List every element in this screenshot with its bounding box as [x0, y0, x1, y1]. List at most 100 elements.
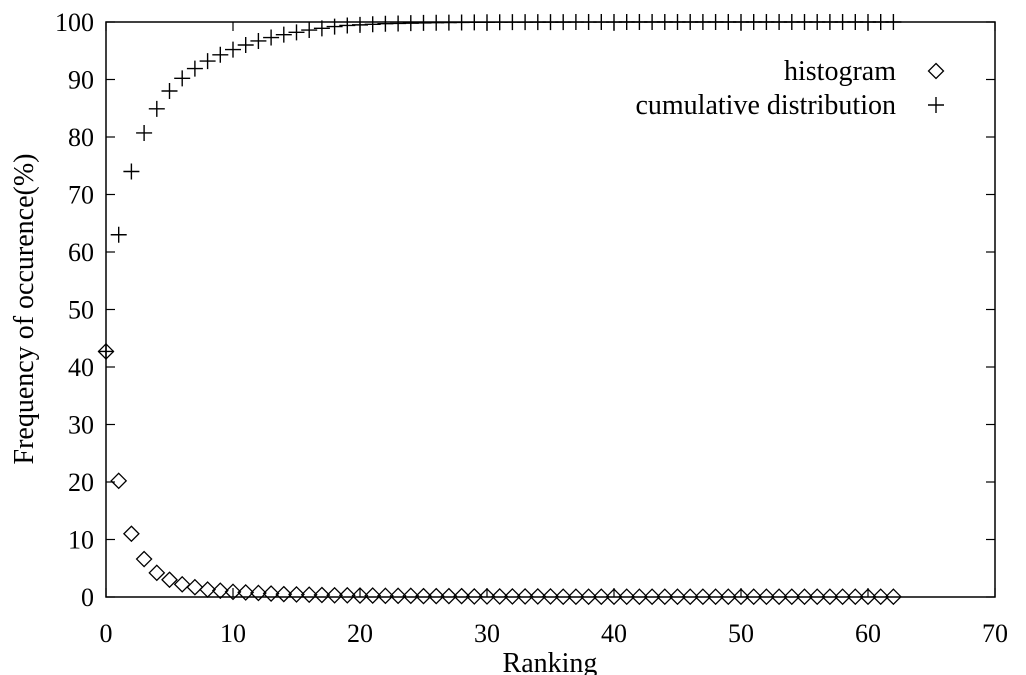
cumulative-point — [186, 60, 203, 77]
histogram-point — [326, 586, 344, 604]
legend-entry: histogram — [784, 56, 945, 87]
y-tick-label: 100 — [55, 8, 94, 37]
cumulative-point — [275, 26, 292, 43]
histogram-point — [529, 588, 547, 605]
histogram-point — [732, 588, 750, 606]
histogram-point — [656, 588, 674, 606]
histogram-point — [262, 585, 280, 602]
series-diamond — [97, 343, 902, 606]
cumulative-point — [313, 20, 330, 37]
histogram-point — [440, 587, 458, 605]
legend-marker — [927, 62, 945, 80]
histogram-point — [605, 588, 623, 606]
y-axis-label: Frequency of occurence(%) — [9, 154, 40, 465]
cumulative-point — [98, 343, 114, 360]
y-tick-label: 10 — [68, 526, 94, 555]
histogram-point — [796, 588, 813, 606]
histogram-point — [542, 588, 559, 605]
y-tick-label: 60 — [68, 238, 94, 267]
cumulative-point — [263, 29, 280, 46]
histogram-point — [122, 525, 140, 543]
x-tick-label: 40 — [601, 619, 627, 648]
legend-label: cumulative distribution — [635, 90, 896, 121]
histogram-point — [427, 587, 445, 605]
histogram-point — [707, 588, 725, 606]
tick-labels: 0 10 20 30 40 50 60 70 0 10 20 30 40 50 60 70 80 90 100 — [55, 8, 1008, 648]
histogram-point — [415, 587, 432, 605]
histogram-point — [402, 587, 420, 605]
y-tick-label: 80 — [68, 123, 94, 152]
legend-entry: cumulative distribution — [635, 90, 944, 121]
histogram-point — [491, 588, 509, 605]
y-tick-label: 30 — [68, 411, 94, 440]
cumulative-point — [326, 18, 343, 35]
cumulative-point — [161, 83, 178, 99]
histogram-point — [478, 588, 496, 605]
histogram-point — [681, 588, 699, 606]
legend-label: histogram — [784, 56, 896, 87]
histogram-point — [834, 588, 852, 606]
histogram-point — [770, 588, 788, 606]
histogram-point — [554, 588, 572, 606]
cumulative-point — [148, 100, 165, 117]
x-tick-label: 0 — [100, 619, 113, 648]
cumulative-point — [301, 22, 318, 39]
histogram-point — [199, 581, 217, 598]
y-tick-label: 20 — [68, 468, 94, 497]
cumulative-point — [110, 226, 127, 243]
cumulative-point — [174, 70, 191, 87]
histogram-point — [580, 588, 598, 606]
histogram-point — [376, 587, 394, 605]
x-tick-label: 60 — [855, 619, 881, 648]
histogram-point — [643, 588, 661, 606]
histogram-point — [135, 550, 153, 568]
y-tick-label: 50 — [68, 296, 94, 325]
histogram-point — [669, 588, 686, 606]
series-plus — [98, 14, 902, 360]
histogram-point — [567, 588, 585, 606]
cumulative-point — [212, 46, 229, 63]
histogram-point — [338, 586, 356, 604]
histogram-point — [275, 585, 293, 603]
cumulative-point — [885, 14, 902, 30]
histogram-point — [516, 588, 534, 605]
cumulative-point — [136, 124, 153, 141]
histogram-point — [783, 588, 801, 606]
x-tick-label: 30 — [474, 619, 500, 648]
y-tick-label: 40 — [68, 353, 94, 382]
histogram-point — [300, 586, 318, 604]
histogram-point — [757, 588, 775, 606]
histogram-point — [237, 583, 255, 601]
cumulative-point — [199, 53, 216, 70]
cumulative-point — [250, 32, 267, 49]
cumulative-point — [237, 37, 254, 53]
histogram-point — [186, 578, 204, 596]
histogram-point — [161, 571, 178, 589]
cumulative-point — [123, 163, 140, 180]
data-marks — [97, 14, 902, 606]
histogram-point — [630, 588, 648, 606]
x-tick-label: 70 — [982, 619, 1008, 648]
x-axis-label: Ranking — [503, 648, 598, 675]
histogram-point — [364, 587, 382, 604]
histogram-point — [872, 588, 890, 606]
histogram-point — [288, 585, 305, 603]
histogram-point — [453, 587, 471, 605]
x-tick-label: 20 — [347, 619, 373, 648]
histogram-point — [148, 564, 166, 582]
histogram-point — [884, 588, 902, 606]
histogram-point — [465, 588, 483, 605]
histogram-point — [592, 588, 610, 606]
histogram-point — [821, 588, 839, 606]
histogram-point — [745, 588, 763, 606]
x-tick-label: 50 — [728, 619, 754, 648]
histogram-point — [110, 472, 128, 490]
histogram-point — [224, 583, 242, 601]
histogram-point — [173, 575, 191, 593]
histogram-point — [859, 588, 877, 606]
histogram-point — [719, 588, 737, 606]
histogram-point — [249, 584, 267, 602]
histogram-point — [694, 588, 712, 606]
